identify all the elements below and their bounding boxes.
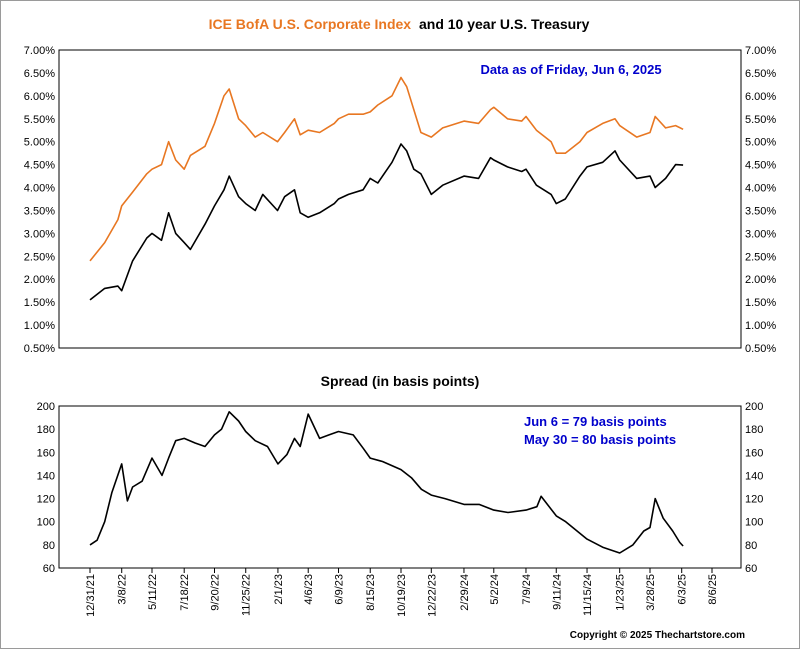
top-y-right-tick-label: 2.50% (745, 251, 776, 263)
top-y-left-tick-label: 6.00% (24, 91, 55, 103)
top-y-right-tick-label: 4.00% (745, 183, 776, 195)
spread-line (89, 411, 684, 554)
spread-y-right-tick-label: 140 (745, 470, 763, 482)
x-tick-label: 10/19/23 (396, 574, 408, 617)
x-tick-label: 7/9/24 (521, 574, 533, 605)
top-y-left-tick-label: 5.00% (24, 137, 55, 149)
top-y-right-tick-label: 6.50% (745, 68, 776, 80)
top-y-left-tick-label: 3.50% (24, 205, 55, 217)
x-tick-label: 7/18/22 (179, 574, 191, 611)
spread-y-right-tick-label: 200 (745, 401, 763, 413)
x-tick-label: 2/1/23 (273, 574, 285, 605)
x-tick-label: 3/8/22 (117, 574, 129, 605)
spread-y-right-tick-label: 120 (745, 494, 763, 506)
top-y-right-tick-label: 7.00% (745, 45, 776, 57)
spread-y-left-tick-label: 180 (37, 424, 55, 436)
x-tick-label: 4/6/23 (303, 574, 315, 605)
x-tick-label: 1/23/25 (615, 574, 627, 611)
x-tick-label: 8/6/25 (707, 574, 719, 605)
x-tick-label: 6/3/25 (677, 574, 689, 605)
top-y-left-tick-label: 4.00% (24, 183, 55, 195)
x-tick-label: 12/31/21 (85, 574, 97, 617)
top-y-right-tick-label: 3.50% (745, 205, 776, 217)
x-tick-label: 2/29/24 (459, 574, 471, 611)
x-tick-label: 12/22/23 (426, 574, 438, 617)
x-tick-label: 6/9/23 (334, 574, 346, 605)
x-axis: 12/31/21 3/8/22 5/11/22 7/18/22 9/20/22 11/25… (85, 568, 719, 617)
bottom-right-y-axis: 60 80 100 120 140 160 180 200 (745, 401, 763, 575)
top-y-left-tick-label: 7.00% (24, 45, 55, 57)
spread-y-left-tick-label: 140 (37, 470, 55, 482)
top-y-left-tick-label: 1.00% (24, 320, 55, 332)
top-y-right-tick-label: 2.00% (745, 274, 776, 286)
top-y-right-tick-label: 4.50% (745, 160, 776, 172)
top-left-y-axis: 0.50% 1.00% 1.50% 2.00% 2.50% 3.00% 3.50% 4.00%… (24, 45, 55, 355)
top-y-right-tick-label: 3.00% (745, 228, 776, 240)
top-y-right-tick-label: 1.00% (745, 320, 776, 332)
top-y-right-tick-label: 6.00% (745, 91, 776, 103)
copyright-notice: Copyright © 2025 Thechartstore.com (570, 630, 745, 641)
spread-y-right-tick-label: 80 (745, 540, 757, 552)
spread-annotation-jun6: Jun 6 = 79 basis points (524, 414, 667, 429)
x-tick-label: 8/15/23 (365, 574, 377, 611)
x-tick-label: 11/15/24 (582, 574, 594, 616)
top-y-right-tick-label: 5.50% (745, 114, 776, 126)
treasury-10y-line (89, 143, 684, 301)
title-treasury: and 10 year U.S. Treasury (419, 16, 590, 32)
spread-y-right-tick-label: 100 (745, 517, 763, 529)
top-y-right-tick-label: 0.50% (745, 343, 776, 355)
top-y-left-tick-label: 0.50% (24, 343, 55, 355)
spread-series-group (89, 411, 684, 554)
corporate-index-line (89, 76, 684, 262)
x-tick-label: 3/28/25 (645, 574, 657, 611)
spread-y-left-tick-label: 120 (37, 494, 55, 506)
x-tick-label: 5/11/22 (147, 574, 159, 610)
top-y-right-tick-label: 5.00% (745, 137, 776, 149)
top-y-left-tick-label: 1.50% (24, 297, 55, 309)
top-y-left-tick-label: 2.50% (24, 251, 55, 263)
top-y-left-tick-label: 2.00% (24, 274, 55, 286)
bottom-left-y-axis: 60 80 100 120 140 160 180 200 (37, 401, 55, 575)
spread-y-left-tick-label: 100 (37, 517, 55, 529)
top-y-right-tick-label: 1.50% (745, 297, 776, 309)
x-tick-label: 11/25/22 (241, 574, 253, 616)
title-corporate-index: ICE BofA U.S. Corporate Index (209, 16, 412, 32)
top-y-left-tick-label: 3.00% (24, 228, 55, 240)
spread-y-left-tick-label: 60 (43, 563, 55, 575)
spread-y-right-tick-label: 60 (745, 563, 757, 575)
spread-chart-title: Spread (in basis points) (321, 373, 480, 389)
bottom-plot-area (58, 405, 742, 569)
top-chart-title: ICE BofA U.S. Corporate Index and 10 yea… (209, 16, 590, 32)
top-series-group (89, 76, 684, 301)
top-y-left-tick-label: 5.50% (24, 114, 55, 126)
data-date-annotation: Data as of Friday, Jun 6, 2025 (480, 62, 661, 77)
spread-y-left-tick-label: 200 (37, 401, 55, 413)
top-y-left-tick-label: 6.50% (24, 68, 55, 80)
spread-annotation-may30: May 30 = 80 basis points (524, 432, 676, 447)
spread-y-left-tick-label: 160 (37, 447, 55, 459)
top-right-y-axis: 0.50% 1.00% 1.50% 2.00% 2.50% 3.00% 3.50% 4.00%… (745, 45, 776, 355)
x-tick-label: 5/2/24 (489, 574, 501, 605)
x-tick-label: 9/20/22 (209, 574, 221, 611)
spread-y-right-tick-label: 160 (745, 447, 763, 459)
spread-y-right-tick-label: 180 (745, 424, 763, 436)
top-plot-area (58, 49, 742, 349)
spread-y-left-tick-label: 80 (43, 540, 55, 552)
x-tick-label: 9/11/24 (551, 574, 563, 610)
top-y-left-tick-label: 4.50% (24, 160, 55, 172)
